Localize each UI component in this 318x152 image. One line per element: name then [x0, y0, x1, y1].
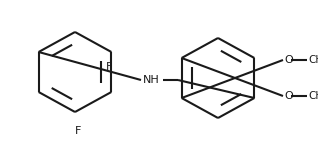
- Text: O: O: [284, 55, 293, 65]
- Text: F: F: [75, 126, 81, 136]
- Text: CH₃: CH₃: [308, 55, 318, 65]
- Text: NH: NH: [143, 75, 160, 85]
- Text: O: O: [284, 91, 293, 101]
- Text: CH₃: CH₃: [308, 91, 318, 101]
- Text: F: F: [106, 62, 113, 72]
